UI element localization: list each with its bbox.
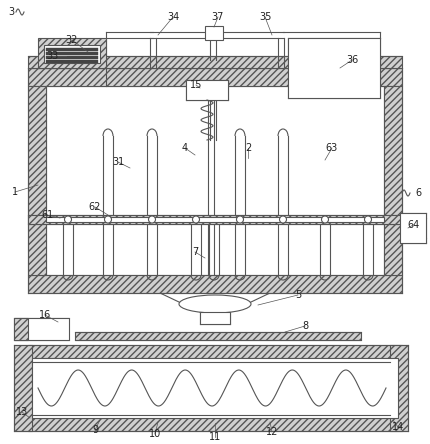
Bar <box>14 318 69 340</box>
Bar <box>75 332 361 340</box>
Text: 12: 12 <box>266 427 278 437</box>
Bar <box>28 86 46 275</box>
Bar <box>28 56 402 68</box>
Text: 4: 4 <box>182 143 188 153</box>
Text: 3: 3 <box>8 7 14 17</box>
Text: 11: 11 <box>209 432 221 442</box>
Text: 10: 10 <box>149 429 161 439</box>
Text: 62: 62 <box>89 202 101 212</box>
Text: 63: 63 <box>326 143 338 153</box>
Bar <box>390 345 408 431</box>
Text: 6: 6 <box>415 188 421 198</box>
Text: 5: 5 <box>295 290 301 300</box>
Bar <box>28 345 402 358</box>
Bar <box>46 52 98 55</box>
Circle shape <box>148 216 156 223</box>
Bar <box>46 48 98 51</box>
Text: 36: 36 <box>346 55 358 65</box>
Text: 61: 61 <box>41 210 53 220</box>
Circle shape <box>322 216 329 223</box>
Bar <box>46 86 384 275</box>
Bar <box>44 45 100 63</box>
Bar <box>205 26 223 40</box>
Text: 13: 13 <box>16 407 28 417</box>
Circle shape <box>280 216 286 223</box>
Bar <box>46 60 98 63</box>
Circle shape <box>237 216 243 223</box>
Bar <box>14 345 32 431</box>
Bar <box>46 56 98 59</box>
Text: 8: 8 <box>302 321 308 331</box>
Bar <box>288 38 380 98</box>
Bar <box>384 86 402 275</box>
Text: 64: 64 <box>407 220 419 230</box>
Text: 1: 1 <box>12 187 18 197</box>
Bar <box>200 312 230 324</box>
Circle shape <box>365 216 372 223</box>
Bar <box>400 213 426 243</box>
Bar <box>28 215 402 224</box>
Text: 32: 32 <box>66 35 78 45</box>
Bar <box>38 38 106 68</box>
Text: 15: 15 <box>190 80 202 90</box>
Circle shape <box>104 216 111 223</box>
Text: 31: 31 <box>112 157 124 167</box>
Bar <box>28 68 402 86</box>
Bar <box>46 217 384 222</box>
Bar <box>28 275 402 293</box>
Circle shape <box>64 216 71 223</box>
Text: 37: 37 <box>212 12 224 22</box>
Text: 2: 2 <box>245 143 251 153</box>
Bar <box>28 418 402 431</box>
Text: 35: 35 <box>259 12 271 22</box>
Ellipse shape <box>179 295 251 313</box>
Text: 7: 7 <box>192 247 198 257</box>
Text: 33: 33 <box>46 51 58 61</box>
Text: 9: 9 <box>92 425 98 435</box>
Text: 14: 14 <box>392 422 404 432</box>
Bar <box>14 318 28 340</box>
Circle shape <box>193 216 200 223</box>
Bar <box>186 80 228 100</box>
Bar <box>32 358 398 418</box>
Text: 34: 34 <box>167 12 179 22</box>
Text: 16: 16 <box>39 310 51 320</box>
